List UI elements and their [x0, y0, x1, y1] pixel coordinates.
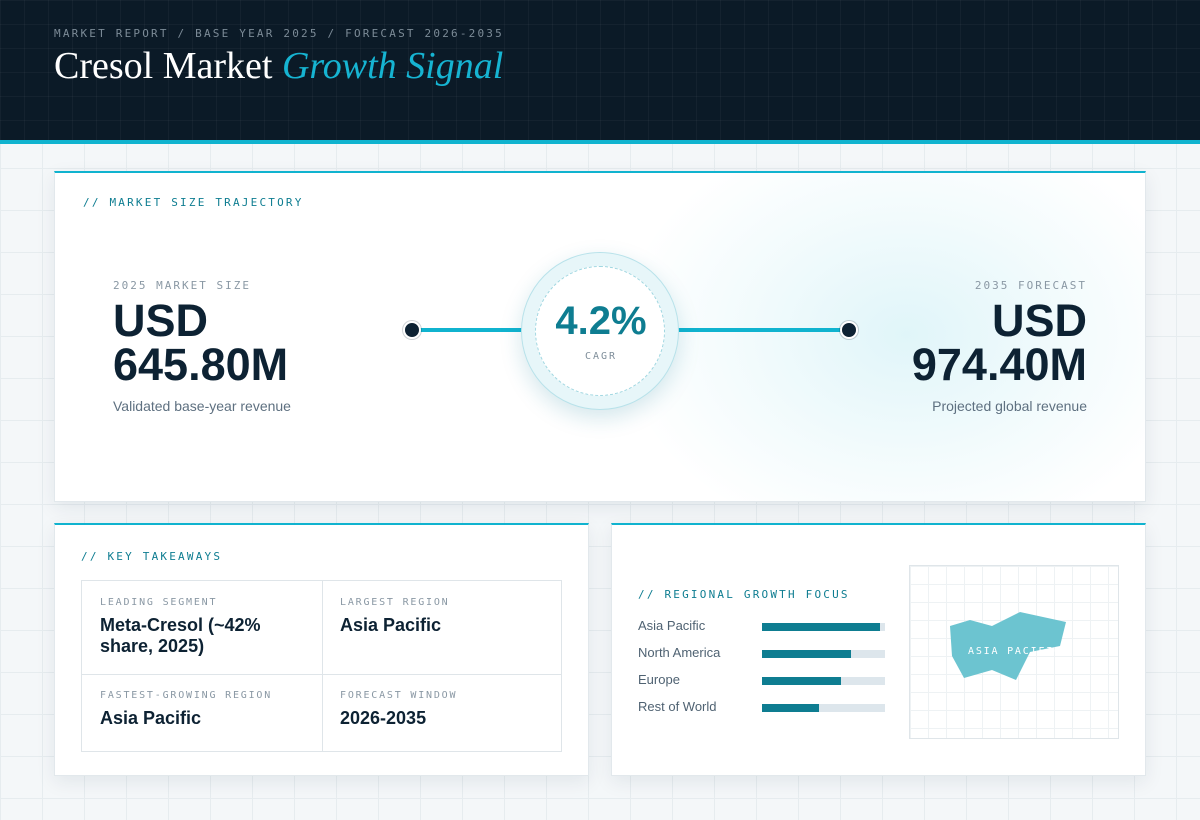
region-bar-track	[762, 677, 885, 685]
end-point-marker	[840, 321, 858, 339]
region-row: Europe	[638, 672, 888, 688]
takeaway-value: Asia Pacific	[340, 615, 442, 635]
forecast-value-currency: USD	[991, 295, 1087, 346]
region-bar-fill	[762, 677, 841, 685]
forecast-label: 2035 FORECAST	[974, 279, 1087, 292]
cagr-badge-inner: 4.2% CAGR	[535, 266, 665, 396]
page-title-accent: Growth Signal	[281, 45, 504, 87]
forecast-value-amount: 974.40M	[911, 339, 1087, 390]
trajectory-line-right	[677, 328, 849, 332]
base-year-label: 2025 MARKET SIZE	[113, 279, 251, 292]
grid-divider-horizontal	[82, 674, 561, 675]
report-header: MARKET REPORT / BASE YEAR 2025 / FORECAS…	[0, 0, 1200, 144]
start-point-marker	[403, 321, 421, 339]
base-year-description: Validated base-year revenue	[113, 398, 291, 414]
key-takeaways-card: // KEY TAKEAWAYS LEADING SEGMENT Meta-Cr…	[54, 523, 589, 776]
market-size-trajectory-card: // MARKET SIZE TRAJECTORY 2025 MARKET SI…	[54, 171, 1146, 502]
page-title-main: Cresol Market	[54, 45, 273, 87]
grid-divider-vertical	[322, 581, 323, 751]
region-row: North America	[638, 645, 888, 661]
background-glow	[615, 173, 1145, 501]
takeaways-grid: LEADING SEGMENT Meta-Cresol (~42% share,…	[81, 580, 562, 752]
region-name: North America	[638, 645, 721, 660]
region-row: Rest of World	[638, 699, 888, 715]
base-year-value-amount: 645.80M	[113, 339, 289, 390]
region-name: Europe	[638, 672, 680, 687]
region-bar-fill	[762, 650, 851, 658]
section-label-trajectory: // MARKET SIZE TRAJECTORY	[83, 196, 304, 209]
section-label-regional: // REGIONAL GROWTH FOCUS	[638, 588, 850, 601]
section-label-takeaways: // KEY TAKEAWAYS	[81, 550, 223, 563]
regional-growth-card: // REGIONAL GROWTH FOCUS Asia Pacific No…	[611, 523, 1146, 776]
takeaway-cell: LARGEST REGION Asia Pacific	[322, 581, 562, 674]
takeaway-label: FORECAST WINDOW	[340, 690, 458, 701]
region-bar-track	[762, 704, 885, 712]
base-year-value: USD 645.80M	[113, 295, 289, 390]
cagr-label: CAGR	[584, 351, 618, 362]
trajectory-line-left	[413, 328, 523, 332]
takeaway-cell: LEADING SEGMENT Meta-Cresol (~42% share,…	[82, 581, 322, 674]
takeaway-cell: FORECAST WINDOW 2026-2035	[322, 674, 562, 752]
region-bar-fill	[762, 623, 881, 631]
region-row: Asia Pacific	[638, 618, 888, 634]
region-bar-track	[762, 623, 885, 631]
page-title: Cresol Market Growth Signal	[54, 44, 503, 88]
cagr-badge: 4.2% CAGR	[521, 252, 679, 410]
takeaway-value: 2026-2035	[340, 708, 427, 728]
takeaway-label: LEADING SEGMENT	[100, 597, 218, 608]
cagr-value: 4.2%	[555, 299, 647, 343]
takeaway-value: Meta-Cresol (~42% share, 2025)	[100, 615, 261, 656]
forecast-value: USD 974.40M	[911, 295, 1087, 390]
map-region-label: ASIA PACIFIC	[968, 646, 1062, 657]
region-map: ASIA PACIFIC	[909, 565, 1119, 739]
region-bar-track	[762, 650, 885, 658]
region-name: Rest of World	[638, 699, 717, 714]
asia-pacific-map-shape	[950, 612, 1066, 680]
takeaway-value: Asia Pacific	[100, 708, 202, 728]
takeaway-cell: FASTEST-GROWING REGION Asia Pacific	[82, 674, 322, 752]
region-name: Asia Pacific	[638, 618, 706, 633]
breadcrumb: MARKET REPORT / BASE YEAR 2025 / FORECAS…	[54, 27, 504, 40]
base-year-value-currency: USD	[113, 295, 209, 346]
takeaway-label: LARGEST REGION	[340, 597, 450, 608]
region-bar-fill	[762, 704, 819, 712]
takeaway-label: FASTEST-GROWING REGION	[100, 690, 273, 701]
forecast-description: Projected global revenue	[932, 398, 1087, 414]
